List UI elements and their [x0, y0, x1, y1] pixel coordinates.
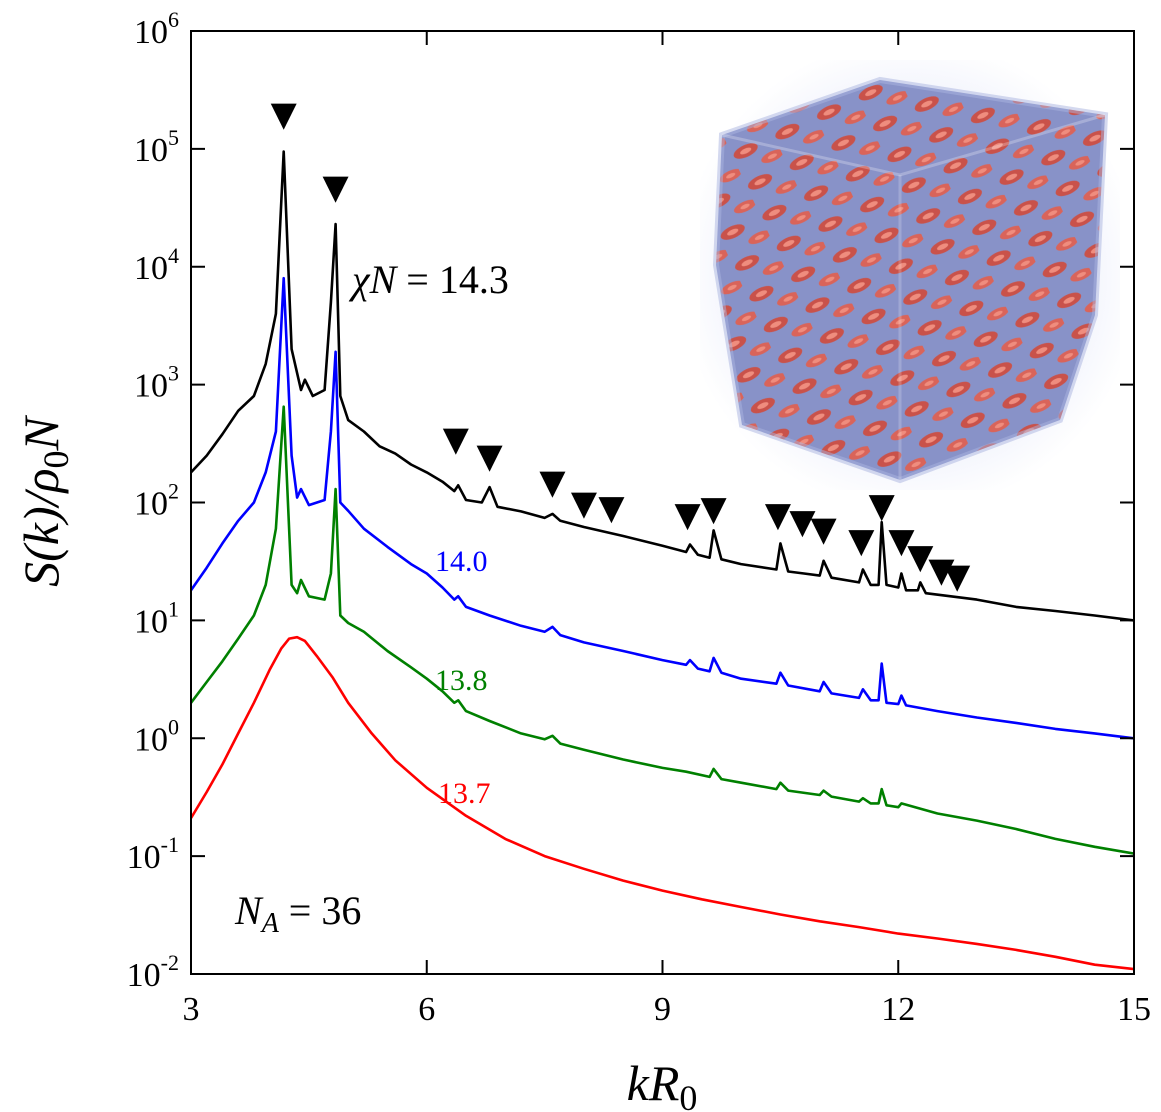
bragg-peak-marker: ▼	[848, 521, 875, 561]
chin-annotation: χN = 14.3	[348, 257, 509, 302]
x-tick-label: 9	[654, 991, 671, 1028]
na-annotation: NA = 36	[234, 888, 361, 939]
x-tick-label: 12	[881, 991, 915, 1028]
bragg-peak-marker: ▼	[477, 437, 504, 477]
x-tick-label: 3	[183, 991, 200, 1028]
x-tick-label: 15	[1117, 991, 1151, 1028]
y-axis-title: S(k)/ρ0N	[13, 414, 76, 586]
bragg-peak-marker: ▼	[571, 484, 598, 524]
x-axis-title: kR0	[627, 1055, 698, 1112]
bragg-peak-marker: ▼	[928, 551, 955, 591]
bragg-peak-marker: ▼	[765, 495, 792, 535]
series-line-2	[191, 405, 1134, 855]
bragg-peak-marker: ▼	[944, 557, 971, 597]
x-tick-label: 6	[418, 991, 435, 1028]
bragg-peak-marker: ▼	[598, 488, 625, 528]
inset-3d-structure-image	[700, 60, 1120, 490]
bragg-peak-marker: ▼	[443, 419, 470, 459]
bragg-peak-marker: ▼	[907, 537, 934, 577]
series-line-3	[191, 635, 1134, 971]
series-label-14-0: 14.0	[435, 545, 488, 578]
bragg-peak-marker: ▼	[539, 463, 566, 503]
bragg-peak-marker: ▼	[675, 495, 702, 535]
series-label-13-8: 13.8	[435, 664, 488, 697]
bragg-peak-marker: ▼	[811, 510, 838, 550]
bragg-peak-marker: ▼	[888, 521, 915, 561]
y-tick-label: 106	[134, 7, 179, 51]
series-line-0	[191, 150, 1134, 622]
y-tick-label: 102	[134, 479, 179, 523]
bragg-peak-marker: ▼	[323, 167, 350, 207]
y-tick-label: 104	[134, 243, 179, 287]
bragg-peak-marker: ▼	[271, 94, 298, 134]
bragg-peak-marker: ▼	[701, 489, 728, 529]
bragg-peak-marker: ▼	[789, 502, 816, 542]
y-tick-label: 100	[134, 714, 179, 758]
y-tick-label: 105	[134, 125, 179, 169]
bragg-peak-marker: ▼	[869, 486, 896, 526]
series-label-13-7: 13.7	[438, 777, 491, 810]
y-tick-label: 10-2	[127, 950, 179, 994]
y-tick-label: 10-1	[127, 832, 179, 876]
y-tick-label: 101	[134, 596, 179, 640]
y-tick-label: 103	[134, 361, 179, 405]
series-line-1	[191, 276, 1134, 740]
